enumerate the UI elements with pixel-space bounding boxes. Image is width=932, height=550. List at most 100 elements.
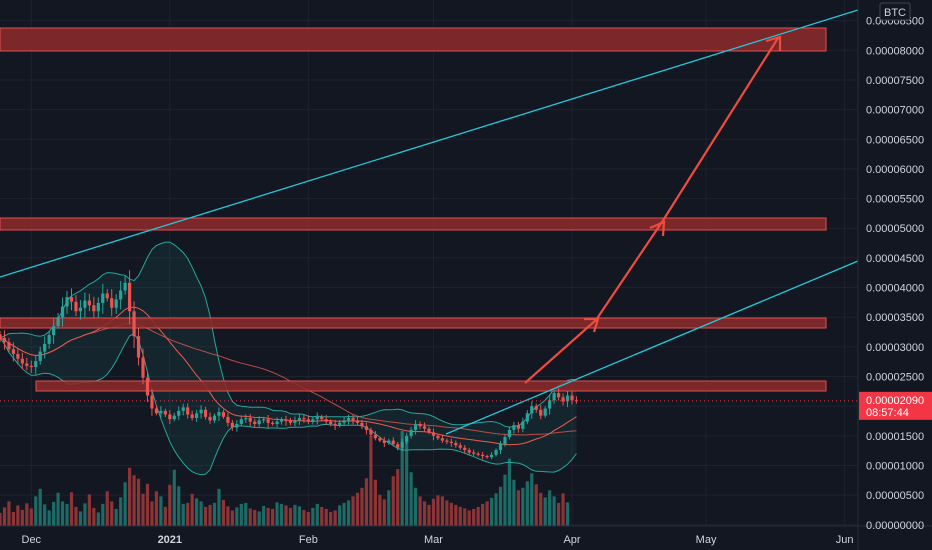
- volume-bar: [101, 503, 105, 526]
- volume-bar: [248, 508, 252, 526]
- resistance-zone-middle[interactable]: [0, 317, 827, 329]
- candle-body: [516, 425, 520, 429]
- volume-bar: [132, 475, 136, 526]
- candle-body: [552, 393, 556, 401]
- candle-body: [181, 407, 185, 411]
- volume-bar: [306, 511, 310, 526]
- volume-bar: [458, 506, 462, 526]
- candle-body: [195, 413, 199, 419]
- candle-body: [60, 306, 65, 318]
- candle-body: [47, 335, 51, 344]
- candle-body: [534, 406, 538, 410]
- candle-body: [405, 435, 409, 442]
- volume-bar: [105, 491, 109, 526]
- volume-bar: [521, 487, 525, 526]
- resistance-zones[interactable]: [0, 27, 827, 392]
- volume-bar: [7, 501, 11, 526]
- candle-body: [378, 438, 382, 441]
- candle-body: [297, 418, 302, 421]
- candle-body: [454, 442, 458, 446]
- resistance-zone-upper[interactable]: [0, 217, 827, 231]
- volume-bar: [186, 502, 190, 526]
- candle-body: [123, 282, 127, 291]
- candle-body: [38, 351, 42, 362]
- volume-bar: [565, 502, 570, 526]
- lower-channel-line[interactable]: [445, 260, 859, 435]
- candle-body: [396, 444, 400, 448]
- y-tick-label: 0.00007000: [866, 105, 924, 117]
- volume-bar: [288, 507, 293, 526]
- candle-body: [507, 429, 512, 438]
- volume-bar: [512, 479, 516, 526]
- volume-bar: [324, 508, 328, 526]
- support-zone-lower[interactable]: [35, 380, 827, 392]
- candle-body: [34, 361, 38, 368]
- volume-bar: [360, 487, 364, 526]
- volume-bar: [481, 503, 485, 526]
- candle-body: [114, 299, 118, 308]
- volume-bar: [262, 505, 266, 526]
- resistance-zone-top[interactable]: [0, 27, 827, 52]
- candle-body: [333, 423, 337, 426]
- volume-bar: [405, 439, 409, 526]
- volume-bar: [25, 503, 29, 526]
- unit-label: BTC: [884, 7, 906, 19]
- candle-body: [25, 363, 29, 366]
- volume-bar: [494, 493, 498, 526]
- volume-bar: [454, 504, 458, 526]
- volume-bar: [230, 510, 234, 526]
- volume-bar: [145, 483, 150, 526]
- candle-body: [43, 343, 47, 352]
- candle-body: [548, 400, 552, 409]
- y-axis[interactable]: 0.00000000 0.00000500 0.00001000 0.00001500…: [866, 16, 924, 532]
- volume-bar: [257, 511, 261, 526]
- candle-body: [530, 406, 534, 414]
- volume-bars: [0, 431, 570, 526]
- candle-body: [431, 432, 436, 436]
- upper-channel-line[interactable]: [0, 9, 859, 278]
- volume-bar: [163, 506, 167, 526]
- volume-bar: [190, 493, 194, 526]
- volume-bar: [168, 484, 172, 526]
- x-tick-label: Dec: [22, 534, 42, 546]
- candle-body: [168, 414, 172, 420]
- candle-body: [78, 307, 83, 312]
- candle-body: [409, 429, 413, 436]
- candle-body: [217, 412, 221, 416]
- candle-body: [503, 437, 507, 445]
- volume-bar: [311, 507, 315, 526]
- candle-body: [105, 293, 109, 299]
- candle-body: [498, 444, 503, 451]
- y-tick-label: 0.00003500: [866, 312, 924, 324]
- slow-ma: [0, 322, 577, 436]
- candle-body: [177, 410, 181, 416]
- x-axis[interactable]: Dec 2021 Feb Mar Apr May Jun: [22, 534, 854, 546]
- volume-bar: [382, 499, 386, 526]
- trendlines[interactable]: [0, 9, 859, 435]
- candle-body: [69, 297, 74, 302]
- candle-body: [521, 421, 525, 429]
- volume-bar: [181, 503, 185, 526]
- candle-body: [489, 454, 494, 458]
- volume-bar: [110, 501, 114, 526]
- candle-body: [92, 305, 96, 312]
- volume-bar: [279, 503, 284, 526]
- unit-badge[interactable]: BTC: [879, 2, 911, 21]
- volume-bar: [203, 506, 208, 526]
- candle-body: [338, 422, 342, 426]
- volume-bar: [391, 476, 395, 526]
- y-tick-label: 0.00001500: [866, 431, 924, 443]
- candle-body: [481, 454, 485, 457]
- candle-body: [163, 410, 167, 415]
- volume-bar: [369, 436, 373, 526]
- volume-bar: [92, 507, 96, 526]
- candle-body: [467, 450, 471, 453]
- candlesticks: [0, 270, 579, 460]
- candle-body: [230, 422, 234, 428]
- y-tick-label: 0.00005000: [866, 223, 924, 235]
- candle-body: [52, 326, 56, 336]
- volume-bar: [525, 481, 529, 526]
- candle-body: [306, 419, 310, 422]
